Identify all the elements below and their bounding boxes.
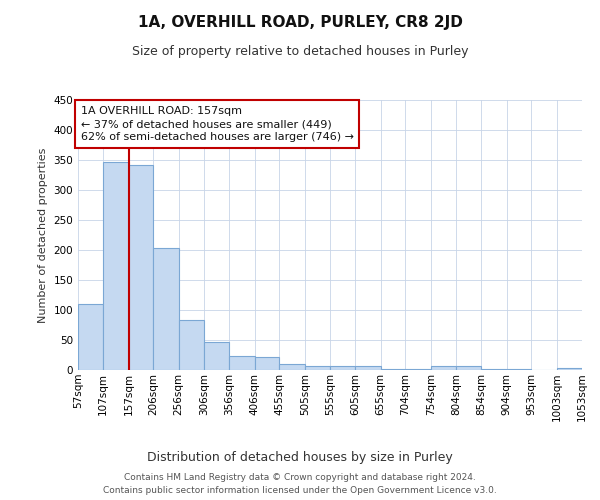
- Bar: [254, 358, 280, 370]
- Bar: [582, 368, 600, 370]
- Bar: [103, 162, 128, 370]
- Y-axis label: Number of detached properties: Number of detached properties: [38, 148, 48, 322]
- Bar: [456, 366, 481, 370]
- Text: Contains HM Land Registry data © Crown copyright and database right 2024.
Contai: Contains HM Land Registry data © Crown c…: [103, 474, 497, 495]
- Bar: [78, 304, 103, 370]
- Bar: [179, 320, 204, 370]
- Bar: [557, 368, 582, 370]
- Bar: [204, 342, 229, 370]
- Bar: [229, 356, 254, 370]
- Bar: [280, 364, 305, 370]
- Bar: [154, 248, 179, 370]
- Bar: [330, 366, 355, 370]
- Text: Size of property relative to detached houses in Purley: Size of property relative to detached ho…: [132, 45, 468, 58]
- Text: 1A, OVERHILL ROAD, PURLEY, CR8 2JD: 1A, OVERHILL ROAD, PURLEY, CR8 2JD: [137, 15, 463, 30]
- Bar: [431, 366, 456, 370]
- Bar: [305, 366, 330, 370]
- Text: 1A OVERHILL ROAD: 157sqm
← 37% of detached houses are smaller (449)
62% of semi-: 1A OVERHILL ROAD: 157sqm ← 37% of detach…: [80, 106, 353, 142]
- Bar: [128, 165, 154, 370]
- Text: Distribution of detached houses by size in Purley: Distribution of detached houses by size …: [147, 451, 453, 464]
- Bar: [355, 366, 380, 370]
- Bar: [380, 369, 406, 370]
